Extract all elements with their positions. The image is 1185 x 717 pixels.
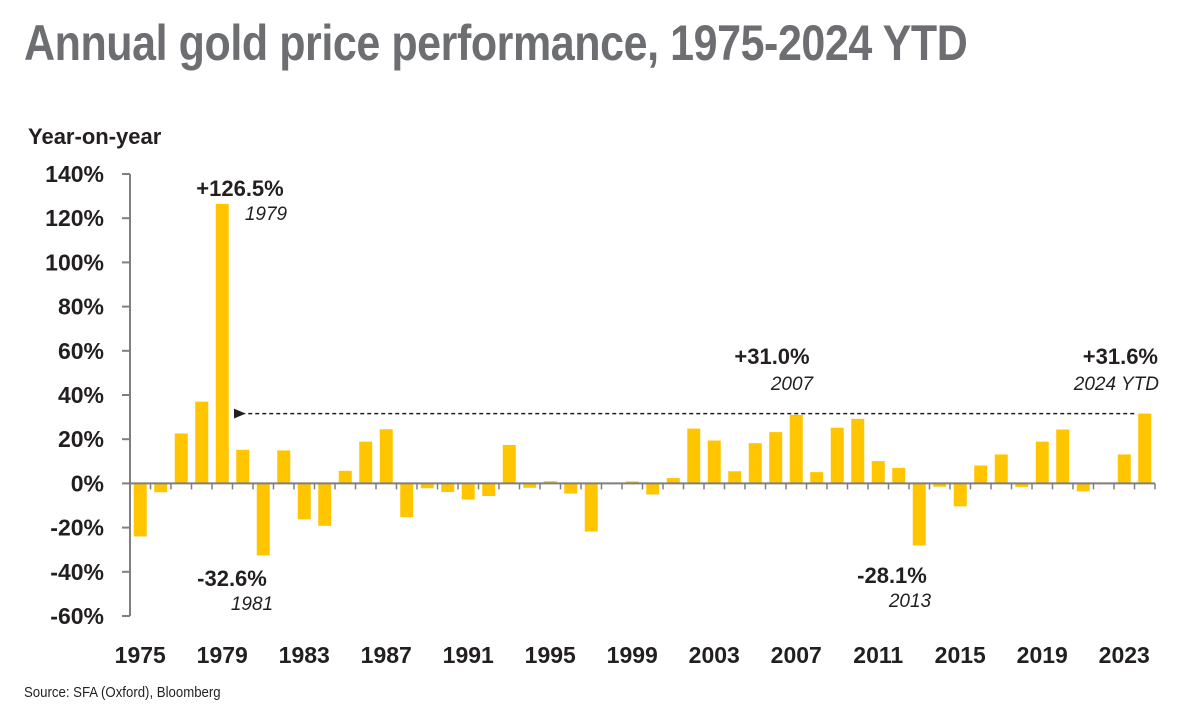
annotation-year-4: 2024 YTD xyxy=(1073,374,1159,395)
bar-2017 xyxy=(994,454,1008,484)
bar-1994 xyxy=(523,483,537,488)
x-tick-label-2015: 2015 xyxy=(935,642,986,668)
bar-1990 xyxy=(441,483,455,493)
bar-1995 xyxy=(543,481,557,484)
bar-2006 xyxy=(769,432,783,484)
bar-1989 xyxy=(420,483,434,489)
bar-2005 xyxy=(748,443,762,484)
bar-2020 xyxy=(1056,429,1070,484)
bar-1983 xyxy=(297,483,311,520)
bar-2016 xyxy=(974,465,988,484)
y-tick-label: -60% xyxy=(50,603,104,629)
x-tick-label-2023: 2023 xyxy=(1099,642,1150,668)
bar-1986 xyxy=(359,441,373,484)
bars xyxy=(133,203,1152,556)
bar-1982 xyxy=(277,450,291,484)
x-tick-label-1975: 1975 xyxy=(115,642,166,668)
y-tick-label: 20% xyxy=(58,426,104,452)
x-tick-label-1983: 1983 xyxy=(279,642,330,668)
bar-1992 xyxy=(482,483,496,496)
annotation-value-2: +31.0% xyxy=(734,344,809,369)
bar-2013 xyxy=(912,483,926,546)
bar-2000 xyxy=(646,483,660,495)
x-tick-label-2003: 2003 xyxy=(689,642,740,668)
y-tick-label: 60% xyxy=(58,338,104,364)
annotation-year-2: 2007 xyxy=(770,374,815,395)
bar-1977 xyxy=(174,433,188,484)
bar-2015 xyxy=(953,483,967,507)
annotation-value-0: +126.5% xyxy=(196,176,283,201)
bar-2011 xyxy=(871,461,885,484)
bar-2012 xyxy=(892,467,906,484)
bar-1976 xyxy=(154,483,168,493)
bar-2007 xyxy=(789,414,803,484)
chart-title: Annual gold price performance, 1975-2024… xyxy=(24,15,968,71)
y-tick-label: -20% xyxy=(50,515,104,541)
x-tick-label-1987: 1987 xyxy=(361,642,412,668)
bar-1993 xyxy=(502,444,516,484)
y-tick-label: 0% xyxy=(71,470,104,496)
bar-1981 xyxy=(256,483,270,556)
x-tick-label-1991: 1991 xyxy=(443,642,494,668)
annotations: +126.5% 1979 -32.6% 1981 +31.0% 2007 -28.1% 201… xyxy=(196,176,1159,615)
y-tick-label: 40% xyxy=(58,382,104,408)
bar-1975 xyxy=(133,483,147,537)
bar-2010 xyxy=(851,418,865,484)
bar-2009 xyxy=(830,427,844,484)
y-axis: 140% 120% 100% 80% 60% 40% 20% 0% -20% -40% -60% Ye… xyxy=(28,124,162,629)
bar-1987 xyxy=(379,429,393,484)
bar-1996 xyxy=(564,483,578,494)
bar-2002 xyxy=(687,428,701,484)
bar-2019 xyxy=(1035,441,1049,484)
y-tick-label: 100% xyxy=(45,249,104,275)
source-note: Source: SFA (Oxford), Bloomberg xyxy=(24,684,221,701)
bar-2024 xyxy=(1138,413,1152,484)
bar-2001 xyxy=(666,478,680,484)
bar-2008 xyxy=(810,472,824,484)
x-tick-label-1979: 1979 xyxy=(197,642,248,668)
annotation-value-1: -32.6% xyxy=(197,566,267,591)
bar-1984 xyxy=(318,483,332,526)
bar-1988 xyxy=(400,483,414,518)
bar-1991 xyxy=(461,483,475,500)
bar-2004 xyxy=(728,471,742,484)
bar-1979 xyxy=(215,203,229,484)
x-tick-label-2011: 2011 xyxy=(853,642,903,668)
bar-2003 xyxy=(707,440,721,484)
bar-1978 xyxy=(195,401,209,484)
x-axis: 1975 1979 1983 1987 1991 1995 1999 2003 2007 2011… xyxy=(115,482,1156,668)
x-tick-label-1999: 1999 xyxy=(607,642,658,668)
x-tick-label-2007: 2007 xyxy=(771,642,822,668)
y-tick-label: 120% xyxy=(45,205,104,231)
bar-chart: 140% 120% 100% 80% 60% 40% 20% 0% -20% -40% -60% Ye… xyxy=(28,124,1159,668)
y-tick-label: 140% xyxy=(45,161,104,187)
annotation-year-0: 1979 xyxy=(245,204,288,225)
bar-2018 xyxy=(1015,483,1029,487)
bar-1985 xyxy=(338,470,352,484)
x-tick-label-2019: 2019 xyxy=(1017,642,1068,668)
annotation-value-3: -28.1% xyxy=(857,563,927,588)
bar-2021 xyxy=(1076,483,1090,492)
bar-2023 xyxy=(1117,454,1131,484)
y-tick-label: -40% xyxy=(50,559,104,585)
x-tick-label-1995: 1995 xyxy=(525,642,576,668)
annotation-year-1: 1981 xyxy=(231,594,273,615)
annotation-value-4: +31.6% xyxy=(1083,344,1158,369)
y-tick-label: 80% xyxy=(58,294,104,320)
bar-2014 xyxy=(933,483,947,487)
annotation-year-3: 2013 xyxy=(888,591,932,612)
bar-1997 xyxy=(584,483,598,532)
y-axis-title: Year-on-year xyxy=(28,124,162,149)
bar-1980 xyxy=(236,449,250,484)
